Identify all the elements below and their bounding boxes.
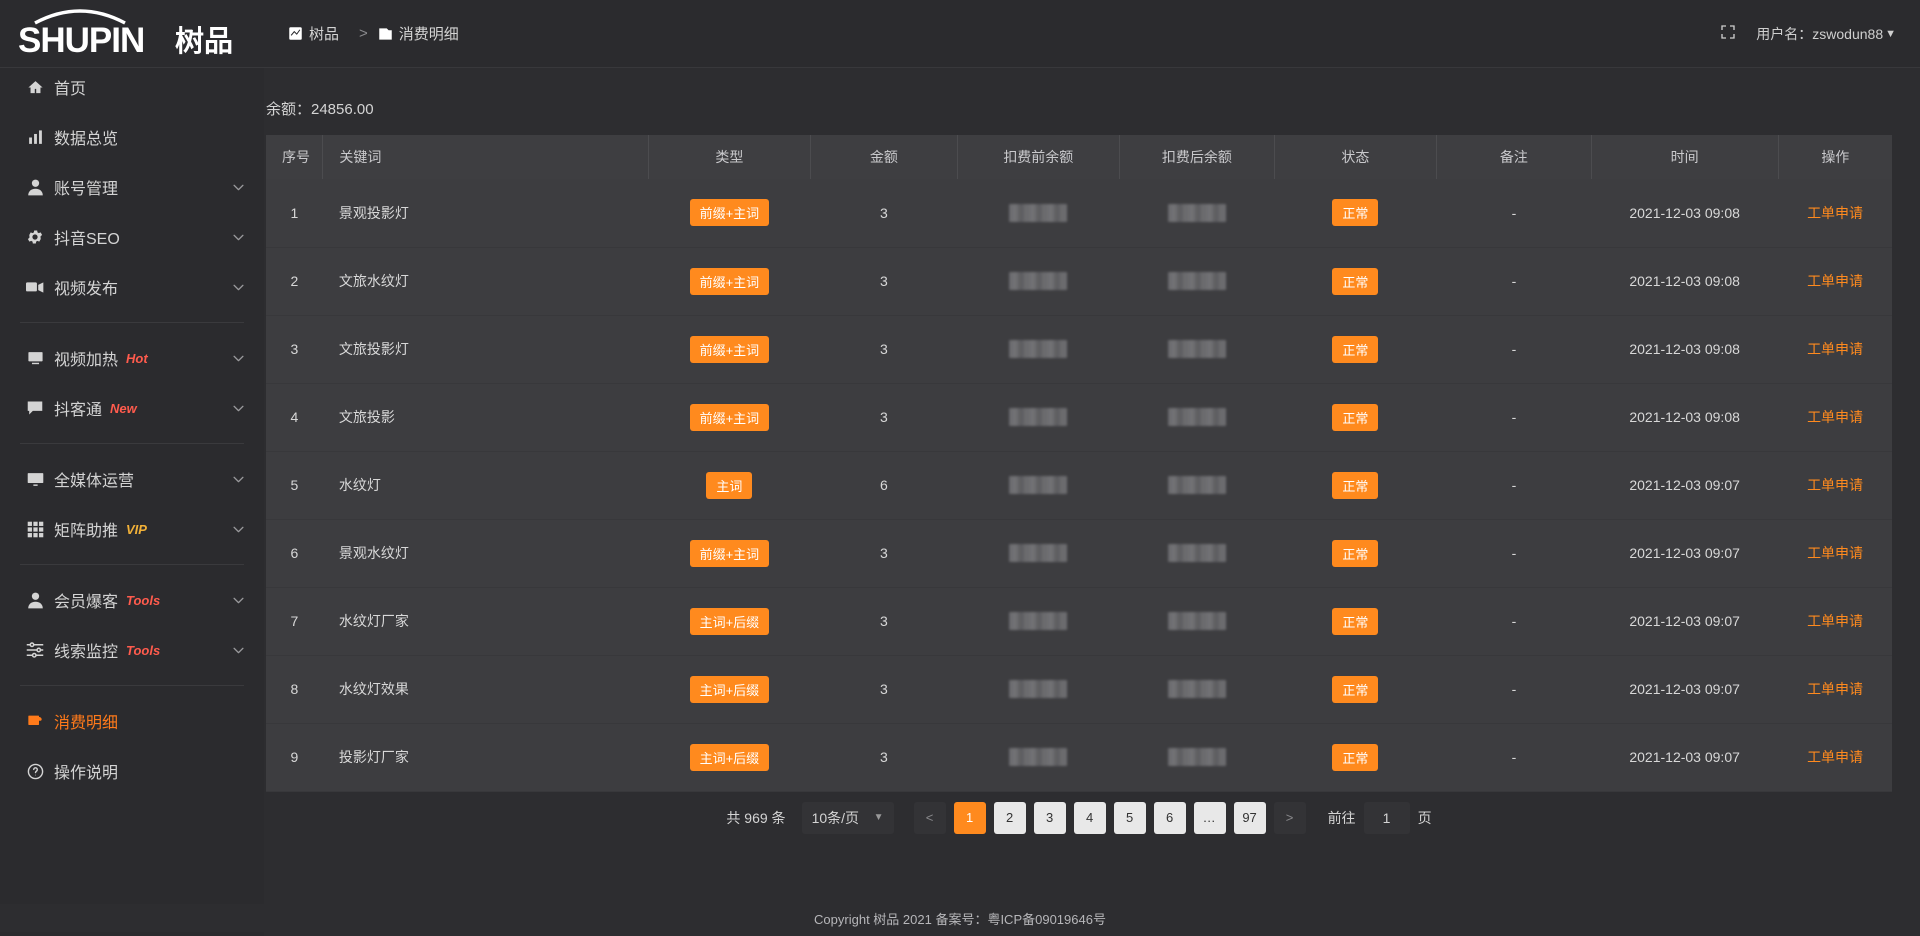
svg-text:树品: 树品 xyxy=(175,25,233,58)
svg-text:SHUPIN: SHUPIN xyxy=(18,21,144,59)
